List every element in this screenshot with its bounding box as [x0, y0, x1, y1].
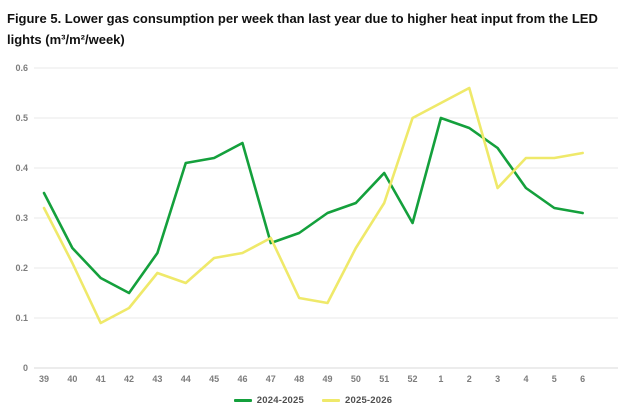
x-axis-tick-label: 4 — [523, 374, 528, 384]
x-axis-tick-label: 44 — [181, 374, 191, 384]
x-axis-tick-label: 52 — [408, 374, 418, 384]
x-axis-tick-label: 45 — [209, 374, 219, 384]
legend-item-2025-2026[interactable]: 2025-2026 — [322, 395, 392, 406]
series-line-2024-2025 — [42, 116, 584, 294]
x-axis-tick-label: 39 — [39, 374, 49, 384]
x-axis-tick-label: 40 — [67, 374, 77, 384]
x-axis-tick-label: 46 — [237, 374, 247, 384]
figure-title: Figure 5. Lower gas consumption per week… — [7, 11, 598, 47]
x-axis-tick-label: 2 — [467, 374, 472, 384]
y-axis-tick-label: 0.4 — [15, 163, 28, 173]
y-axis-tick-label: 0.1 — [15, 313, 28, 323]
x-axis-tick-label: 1 — [438, 374, 443, 384]
y-axis-tick-label: 0.5 — [15, 113, 28, 123]
x-axis-tick-label: 48 — [294, 374, 304, 384]
y-axis-tick-label: 0.2 — [15, 263, 28, 273]
x-axis-tick-label: 49 — [322, 374, 332, 384]
x-axis-tick-label: 3 — [495, 374, 500, 384]
y-axis-tick-label: 0.6 — [15, 63, 28, 73]
series-line-2025-2026 — [42, 86, 584, 324]
x-axis-tick-label: 50 — [351, 374, 361, 384]
x-axis-tick-label: 42 — [124, 374, 134, 384]
y-axis-tick-label: 0.3 — [15, 213, 28, 223]
legend-item-2024-2025[interactable]: 2024-2025 — [233, 395, 304, 407]
legend-swatch-icon — [233, 399, 252, 403]
x-axis-tick-label: 41 — [96, 374, 106, 384]
legend-label: 2025-2026 — [345, 395, 393, 407]
x-axis-tick-label: 47 — [266, 374, 276, 384]
x-axis-tick-label: 6 — [580, 374, 585, 384]
x-axis-tick-label: 51 — [379, 374, 389, 384]
legend-label: 2024-2025 — [256, 395, 304, 407]
y-axis-tick-label: 0 — [23, 363, 28, 373]
x-axis-tick-label: 5 — [552, 374, 557, 384]
line-chart: 00.10.20.30.40.50.639 40 41 42 43 44 45 46 47 48 4… — [15, 63, 618, 384]
x-axis-tick-label: 43 — [152, 374, 162, 384]
chart-legend: 2024-2025 2025-2026 — [0, 392, 626, 410]
legend-swatch-icon — [322, 399, 340, 403]
